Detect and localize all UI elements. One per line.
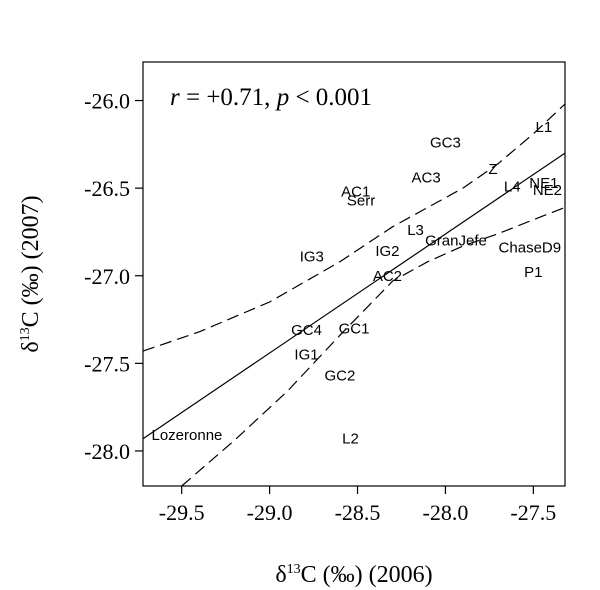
point-label: IG1 [294, 347, 318, 364]
axes: -29.5 -29.0 -28.5 -28.0 -27.5 -26.0 -26.5 -27.0… [84, 89, 556, 525]
y-tick-label: -28.0 [84, 439, 130, 464]
point-label: GC1 [339, 320, 370, 337]
y-tick-label: -26.0 [84, 89, 130, 114]
x-axis-title: δ13C (‰) (2006) [275, 562, 432, 588]
point-label: AC3 [411, 170, 440, 187]
point-label: P1 [524, 264, 542, 281]
point-label: L1 [536, 119, 553, 136]
point-label: ChaseD9 [499, 240, 562, 257]
point-label: Serr [347, 192, 375, 209]
point-label: AC2 [373, 268, 402, 285]
point-label: L2 [342, 431, 359, 448]
point-label: NE2 [533, 182, 562, 199]
point-label: IG3 [300, 248, 324, 265]
plot-frame [142, 61, 566, 487]
point-label: L4 [504, 178, 521, 195]
point-label: IG2 [375, 243, 399, 260]
point-label: AC1 [341, 184, 370, 201]
x-tick-label: -28.0 [423, 500, 469, 525]
y-axis-title: δ13C (‰) (2007) [18, 195, 44, 352]
point-label: L3 [407, 222, 424, 239]
x-tick-label: -28.5 [335, 500, 381, 525]
point-label: GC3 [430, 135, 461, 152]
x-tick-label: -29.0 [247, 500, 293, 525]
regression-line [142, 152, 566, 440]
y-tick-label: -26.5 [84, 176, 130, 201]
point-label: Z [488, 161, 497, 178]
point-label: NE1 [529, 175, 558, 192]
point-label: GranJefe [425, 233, 487, 250]
ci-upper-line [142, 103, 566, 352]
correlation-annotation: r = +0.71, p < 0.001 [170, 84, 372, 111]
point-label: Lozeronne [152, 427, 223, 444]
ci-lower-line [181, 206, 566, 487]
y-tick-label: -27.5 [84, 351, 130, 376]
y-tick-label: -27.0 [84, 264, 130, 289]
x-tick-label: -29.5 [159, 500, 205, 525]
point-label: GC2 [325, 368, 356, 385]
fit-lines [142, 103, 566, 487]
x-tick-label: -27.5 [510, 500, 556, 525]
point-label: GC4 [291, 322, 322, 339]
